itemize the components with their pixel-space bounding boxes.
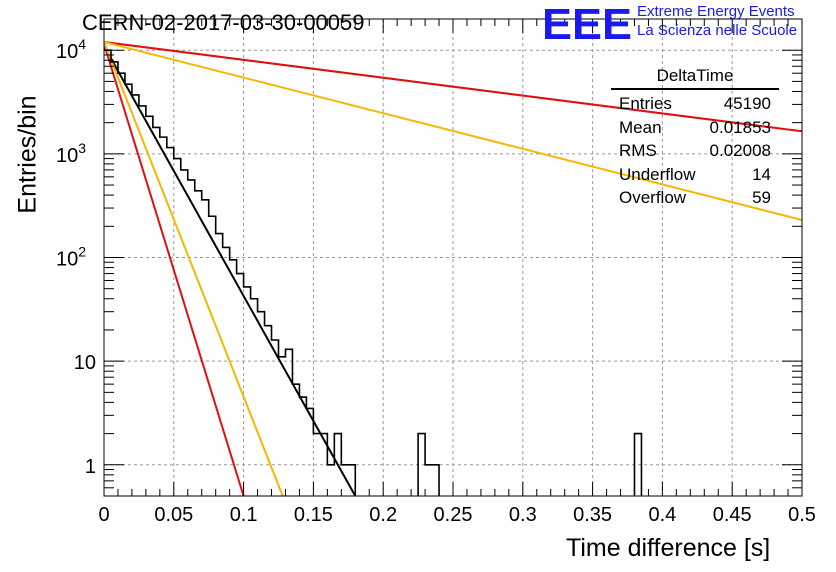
y-tick-label: 10 xyxy=(74,352,96,374)
fit-line xyxy=(104,41,284,496)
y-tick-exponent: 2 xyxy=(78,244,86,260)
stats-row: Underflow 14 xyxy=(611,163,779,187)
stats-title: DeltaTime xyxy=(656,66,734,85)
y-tick-label: 103 xyxy=(56,140,86,167)
x-tick-label: 0.05 xyxy=(154,504,193,526)
stats-row: RMS 0.02008 xyxy=(611,139,779,163)
x-tick-label: 0.3 xyxy=(509,504,537,526)
stats-label: Entries xyxy=(619,94,672,113)
y-tick-exponent: 3 xyxy=(78,140,86,156)
logo-line-2: La Scienza nelle Scuole xyxy=(637,22,798,39)
y-tick-base: 10 xyxy=(56,249,78,271)
fit-line xyxy=(104,41,802,221)
y-tick-base: 1 xyxy=(85,456,96,478)
y-tick-base: 10 xyxy=(56,41,78,63)
y-tick-exponent: 4 xyxy=(78,36,86,52)
fit-line xyxy=(104,43,245,496)
fit-line xyxy=(104,45,357,496)
stats-value: 0.02008 xyxy=(709,141,771,160)
y-axis-label: Entries/bin xyxy=(13,95,42,214)
stats-label: Underflow xyxy=(619,164,696,184)
x-tick-label: 0.1 xyxy=(230,504,258,526)
stats-row: Entries 45190 xyxy=(611,92,779,116)
eee-logo: EEE xyxy=(542,2,632,42)
y-tick-base: 10 xyxy=(56,145,78,167)
histogram xyxy=(104,49,643,496)
stats-value: 45190 xyxy=(723,94,771,113)
stats-box: DeltaTime Entries 45190 Mean 0.01853 RMS 0.… xyxy=(611,66,779,210)
y-tick-label: 104 xyxy=(56,36,86,63)
x-tick-label: 0.25 xyxy=(434,504,473,526)
x-tick-label: 0 xyxy=(98,504,109,526)
tick-labels: 0 0.05 0.1 0.15 0.2 0.25 0.3 0.35 0.4 0.45 0.51101… xyxy=(56,36,816,526)
x-tick-label: 0.2 xyxy=(369,504,397,526)
stats-value: 59 xyxy=(752,188,771,207)
y-tick-label: 1 xyxy=(85,456,96,478)
x-tick-label: 0.15 xyxy=(294,504,333,526)
y-tick-base: 10 xyxy=(74,352,96,374)
x-axis-label: Time difference [s] xyxy=(566,534,771,562)
stats-label: RMS xyxy=(619,141,657,160)
stats-divider xyxy=(611,88,779,90)
x-tick-label: 0.4 xyxy=(648,504,676,526)
fit-line xyxy=(104,41,802,133)
eee-logo-text: EEE xyxy=(542,2,632,42)
grid-lines xyxy=(104,19,802,496)
stats-label: Mean xyxy=(619,117,662,137)
logo-caption: Extreme Energy Events La Scienza nelle S… xyxy=(637,2,797,40)
y-tick-label: 102 xyxy=(56,244,86,271)
stats-row: Overflow 59 xyxy=(611,186,779,210)
axis-ticks xyxy=(103,18,803,497)
stats-label: Overflow xyxy=(619,188,687,207)
x-tick-label: 0.5 xyxy=(788,504,816,526)
x-tick-label: 0.45 xyxy=(713,504,752,526)
x-tick-label: 0.35 xyxy=(573,504,612,526)
stats-value: 14 xyxy=(752,164,771,184)
histogram-outline xyxy=(104,49,643,496)
stats-value: 0.01853 xyxy=(709,117,771,137)
logo-line-1: Extreme Energy Events xyxy=(637,3,795,20)
stats-row: Mean 0.01853 xyxy=(611,116,779,140)
chart-title: CERN-02-2017-03-30-00059 xyxy=(82,10,365,35)
